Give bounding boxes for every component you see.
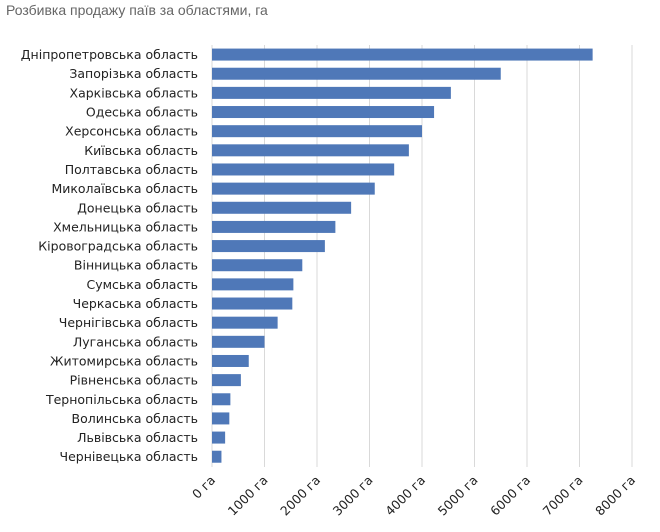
bar bbox=[212, 316, 278, 329]
category-label: Запорізька область bbox=[69, 66, 198, 81]
x-tick-label: 2000 га bbox=[277, 473, 323, 519]
bar bbox=[212, 201, 352, 214]
bar bbox=[212, 182, 375, 195]
category-label: Тернопільська область bbox=[45, 392, 198, 407]
x-tick-label: 6000 га bbox=[487, 473, 533, 519]
category-label: Луганська область bbox=[73, 334, 198, 349]
category-label: Черкаська область bbox=[73, 296, 198, 311]
bar bbox=[212, 431, 226, 444]
category-label: Вінницька область bbox=[74, 258, 198, 273]
bar bbox=[212, 450, 222, 463]
category-label: Чернігівська область bbox=[59, 315, 198, 330]
bar bbox=[212, 335, 265, 348]
x-tick-label: 3000 га bbox=[330, 473, 376, 519]
category-label: Волинська область bbox=[72, 411, 198, 426]
chart-title: Розбивка продажу паїв за областями, га bbox=[6, 2, 268, 18]
x-tick-label: 8000 га bbox=[592, 473, 638, 519]
x-tick-label: 1000 га bbox=[225, 473, 271, 519]
x-tick-labels: 0 га 1000 га 2000 га 3000 га 4000 га 5000 га 6… bbox=[189, 473, 638, 519]
bar bbox=[212, 163, 395, 176]
category-label: Одеська область bbox=[86, 105, 198, 120]
x-tick-label: 7000 га bbox=[540, 473, 586, 519]
bar bbox=[212, 278, 294, 291]
bar bbox=[212, 393, 231, 406]
category-label: Рівненська область bbox=[70, 373, 198, 388]
category-label: Львівська область bbox=[77, 430, 198, 445]
x-tick-label: 5000 га bbox=[435, 473, 481, 519]
bar bbox=[212, 144, 409, 157]
category-label: Сумська область bbox=[86, 277, 198, 292]
category-label: Донецька область bbox=[77, 200, 198, 215]
bar bbox=[212, 48, 593, 61]
bars bbox=[212, 48, 593, 463]
category-label: Дніпропетровська область bbox=[21, 47, 198, 62]
bar bbox=[212, 297, 293, 310]
category-label: Миколаївська область bbox=[51, 181, 198, 196]
bar bbox=[212, 125, 422, 138]
category-label: Кіровоградська область bbox=[38, 239, 198, 254]
category-label: Харківська область bbox=[70, 85, 199, 100]
bar bbox=[212, 67, 501, 80]
bar bbox=[212, 354, 249, 367]
bar bbox=[212, 240, 325, 253]
category-labels: Дніпропетровська область Запорізька облас… bbox=[21, 47, 198, 464]
category-label: Полтавська область bbox=[65, 162, 198, 177]
category-label: Чернівецька область bbox=[60, 449, 198, 464]
bar bbox=[212, 259, 303, 272]
x-tick-label: 4000 га bbox=[382, 473, 428, 519]
category-label: Хмельницька область bbox=[53, 219, 198, 234]
category-label: Житомирська область bbox=[50, 353, 198, 368]
category-label: Київська область bbox=[84, 143, 198, 158]
category-label: Херсонська область bbox=[65, 124, 198, 139]
bar bbox=[212, 220, 336, 233]
x-tick-label: 0 га bbox=[189, 473, 218, 502]
bar bbox=[212, 374, 241, 387]
bar bbox=[212, 106, 435, 119]
bar bbox=[212, 412, 230, 425]
bar bbox=[212, 86, 451, 99]
